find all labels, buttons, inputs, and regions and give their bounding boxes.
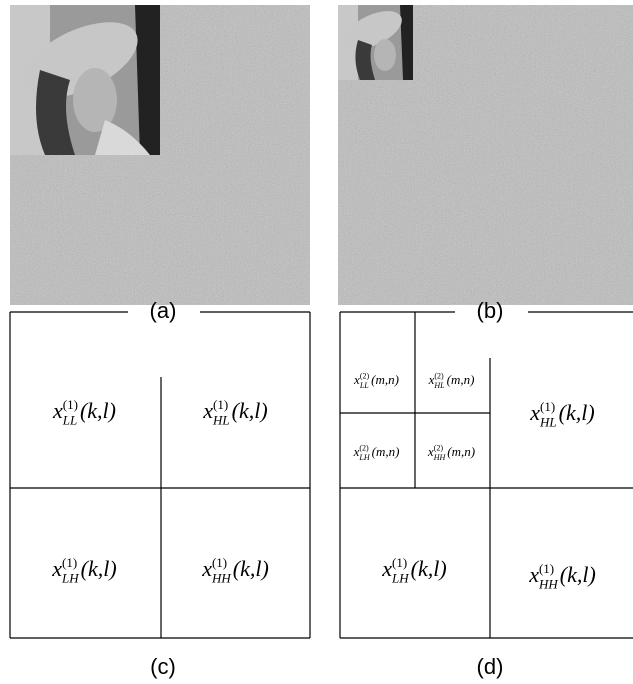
diagram-c bbox=[10, 312, 310, 638]
subscript: HL bbox=[539, 415, 557, 430]
caption: (d) bbox=[477, 654, 504, 679]
math-label: x(1)HH(k,l) bbox=[201, 555, 269, 586]
argument: (m,n) bbox=[447, 444, 475, 459]
subscript: HH bbox=[433, 453, 447, 462]
subscript: LL bbox=[62, 413, 77, 428]
math-label: x(1)HH(k,l) bbox=[528, 561, 596, 592]
figure: (a)(b)(c)(d)x(1)LL(k,l)x(1)HL(k,l)x(1)LH… bbox=[0, 0, 633, 684]
math-label: x(2)LH(m,n) bbox=[353, 444, 400, 462]
superscript: (2) bbox=[360, 372, 370, 381]
thumbnail bbox=[10, 5, 160, 155]
caption: (a) bbox=[150, 298, 177, 323]
superscript: (1) bbox=[540, 399, 555, 414]
caption: (b) bbox=[477, 298, 504, 323]
variable: x bbox=[51, 556, 62, 581]
variable: x bbox=[201, 556, 212, 581]
formula: x(2)HH(m,n) bbox=[427, 444, 475, 462]
superscript: (2) bbox=[434, 444, 444, 453]
superscript: (2) bbox=[434, 372, 444, 381]
variable: x bbox=[381, 556, 392, 581]
superscript: (1) bbox=[539, 561, 554, 576]
formula: x(1)HH(k,l) bbox=[201, 555, 269, 586]
subscript: HL bbox=[433, 381, 445, 390]
superscript: (1) bbox=[62, 555, 77, 570]
superscript: (1) bbox=[392, 555, 407, 570]
formula: x(1)HL(k,l) bbox=[202, 397, 267, 428]
math-label: x(1)HL(k,l) bbox=[529, 399, 594, 430]
formula: x(1)HL(k,l) bbox=[529, 399, 594, 430]
math-label: x(2)HL(m,n) bbox=[428, 372, 475, 390]
argument: (k,l) bbox=[233, 556, 269, 581]
variable: x bbox=[202, 398, 213, 423]
superscript: (2) bbox=[359, 444, 369, 453]
image-a bbox=[10, 5, 310, 305]
formula: x(1)LL(k,l) bbox=[52, 397, 116, 428]
subscript: LH bbox=[391, 571, 409, 586]
argument: (k,l) bbox=[560, 562, 596, 587]
subscript: HH bbox=[211, 571, 231, 586]
variable: x bbox=[52, 398, 63, 423]
argument: (k,l) bbox=[80, 398, 116, 423]
math-label: x(1)HL(k,l) bbox=[202, 397, 267, 428]
subscript: LH bbox=[358, 453, 370, 462]
math-label: x(1)LL(k,l) bbox=[52, 397, 116, 428]
subscript: LH bbox=[61, 571, 79, 586]
subscript: HH bbox=[538, 577, 558, 592]
formula: x(2)HL(m,n) bbox=[428, 372, 475, 390]
argument: (k,l) bbox=[411, 556, 447, 581]
superscript: (1) bbox=[212, 555, 227, 570]
math-label: x(1)LH(k,l) bbox=[381, 555, 446, 586]
formula: x(2)LH(m,n) bbox=[353, 444, 400, 462]
variable: x bbox=[529, 400, 540, 425]
math-label: x(2)LL(m,n) bbox=[353, 372, 399, 390]
formula: x(1)LH(k,l) bbox=[381, 555, 446, 586]
subscript: LL bbox=[359, 381, 369, 390]
argument: (m,n) bbox=[372, 444, 400, 459]
argument: (k,l) bbox=[559, 400, 595, 425]
formula: x(2)LL(m,n) bbox=[353, 372, 399, 390]
image-b bbox=[338, 3, 633, 305]
math-label: x(2)HH(m,n) bbox=[427, 444, 475, 462]
argument: (k,l) bbox=[81, 556, 117, 581]
superscript: (1) bbox=[213, 397, 228, 412]
subscript: HL bbox=[212, 413, 230, 428]
formula: x(1)LH(k,l) bbox=[51, 555, 116, 586]
caption: (c) bbox=[150, 654, 176, 679]
thumbnail bbox=[338, 3, 413, 80]
formula: x(1)HH(k,l) bbox=[528, 561, 596, 592]
math-label: x(1)LH(k,l) bbox=[51, 555, 116, 586]
diagram-d bbox=[340, 312, 633, 638]
superscript: (1) bbox=[63, 397, 78, 412]
variable: x bbox=[528, 562, 539, 587]
argument: (m,n) bbox=[371, 372, 399, 387]
argument: (m,n) bbox=[447, 372, 475, 387]
argument: (k,l) bbox=[232, 398, 268, 423]
